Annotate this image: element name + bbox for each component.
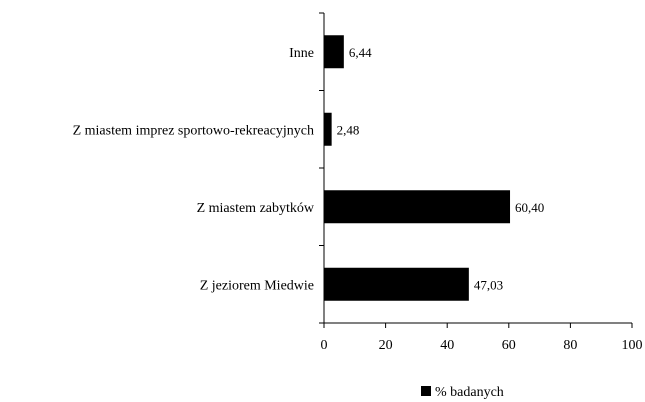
data-label: 60,40: [515, 200, 544, 215]
category-labels: Z jeziorem Miedwie Z miastem zabytków Z mi…: [73, 46, 315, 294]
bar: [324, 112, 332, 146]
bars: [324, 35, 511, 301]
category-label: Z jeziorem Miedwie: [200, 278, 314, 293]
data-label: 2,48: [337, 122, 360, 137]
x-tick-label: 0: [321, 338, 328, 353]
x-tick-label: 60: [502, 338, 516, 353]
legend-label: % badanych: [435, 385, 504, 400]
category-label: Z miastem zabytków: [197, 201, 315, 216]
x-axis-ticks: 0 20 40 60 80 100: [321, 323, 643, 353]
data-label: 47,03: [474, 277, 503, 292]
category-label: Z miastem imprez sportowo-rekreacyjnych: [73, 123, 314, 138]
bar: [324, 190, 511, 224]
data-labels: 47,03 60,40 2,48 6,44: [337, 45, 545, 293]
x-tick-label: 100: [622, 338, 643, 353]
data-label: 6,44: [349, 45, 372, 60]
x-tick-label: 20: [379, 338, 393, 353]
legend: % badanych: [421, 385, 504, 400]
legend-swatch: [421, 386, 431, 396]
x-tick-label: 40: [440, 338, 454, 353]
bar: [324, 35, 344, 69]
bar: [324, 267, 469, 301]
x-tick-label: 80: [563, 338, 577, 353]
category-label: Inne: [289, 46, 314, 61]
